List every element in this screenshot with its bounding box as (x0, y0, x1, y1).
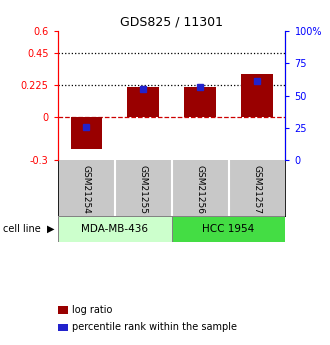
Text: GDS825 / 11301: GDS825 / 11301 (120, 16, 223, 29)
Text: GSM21255: GSM21255 (139, 165, 148, 214)
Bar (58, 216, 172, 242)
Text: cell line  ▶: cell line ▶ (3, 224, 55, 234)
Text: GSM21256: GSM21256 (196, 165, 205, 214)
Bar (71, 117, 102, 149)
Bar (241, 74, 273, 117)
Bar (127, 87, 159, 117)
Text: HCC 1954: HCC 1954 (202, 224, 255, 234)
Bar (184, 87, 216, 117)
Bar (172, 216, 285, 242)
Text: GSM21257: GSM21257 (252, 165, 261, 214)
Text: percentile rank within the sample: percentile rank within the sample (72, 323, 237, 332)
Text: MDA-MB-436: MDA-MB-436 (81, 224, 148, 234)
Text: log ratio: log ratio (72, 305, 112, 315)
Text: GSM21254: GSM21254 (82, 165, 91, 214)
